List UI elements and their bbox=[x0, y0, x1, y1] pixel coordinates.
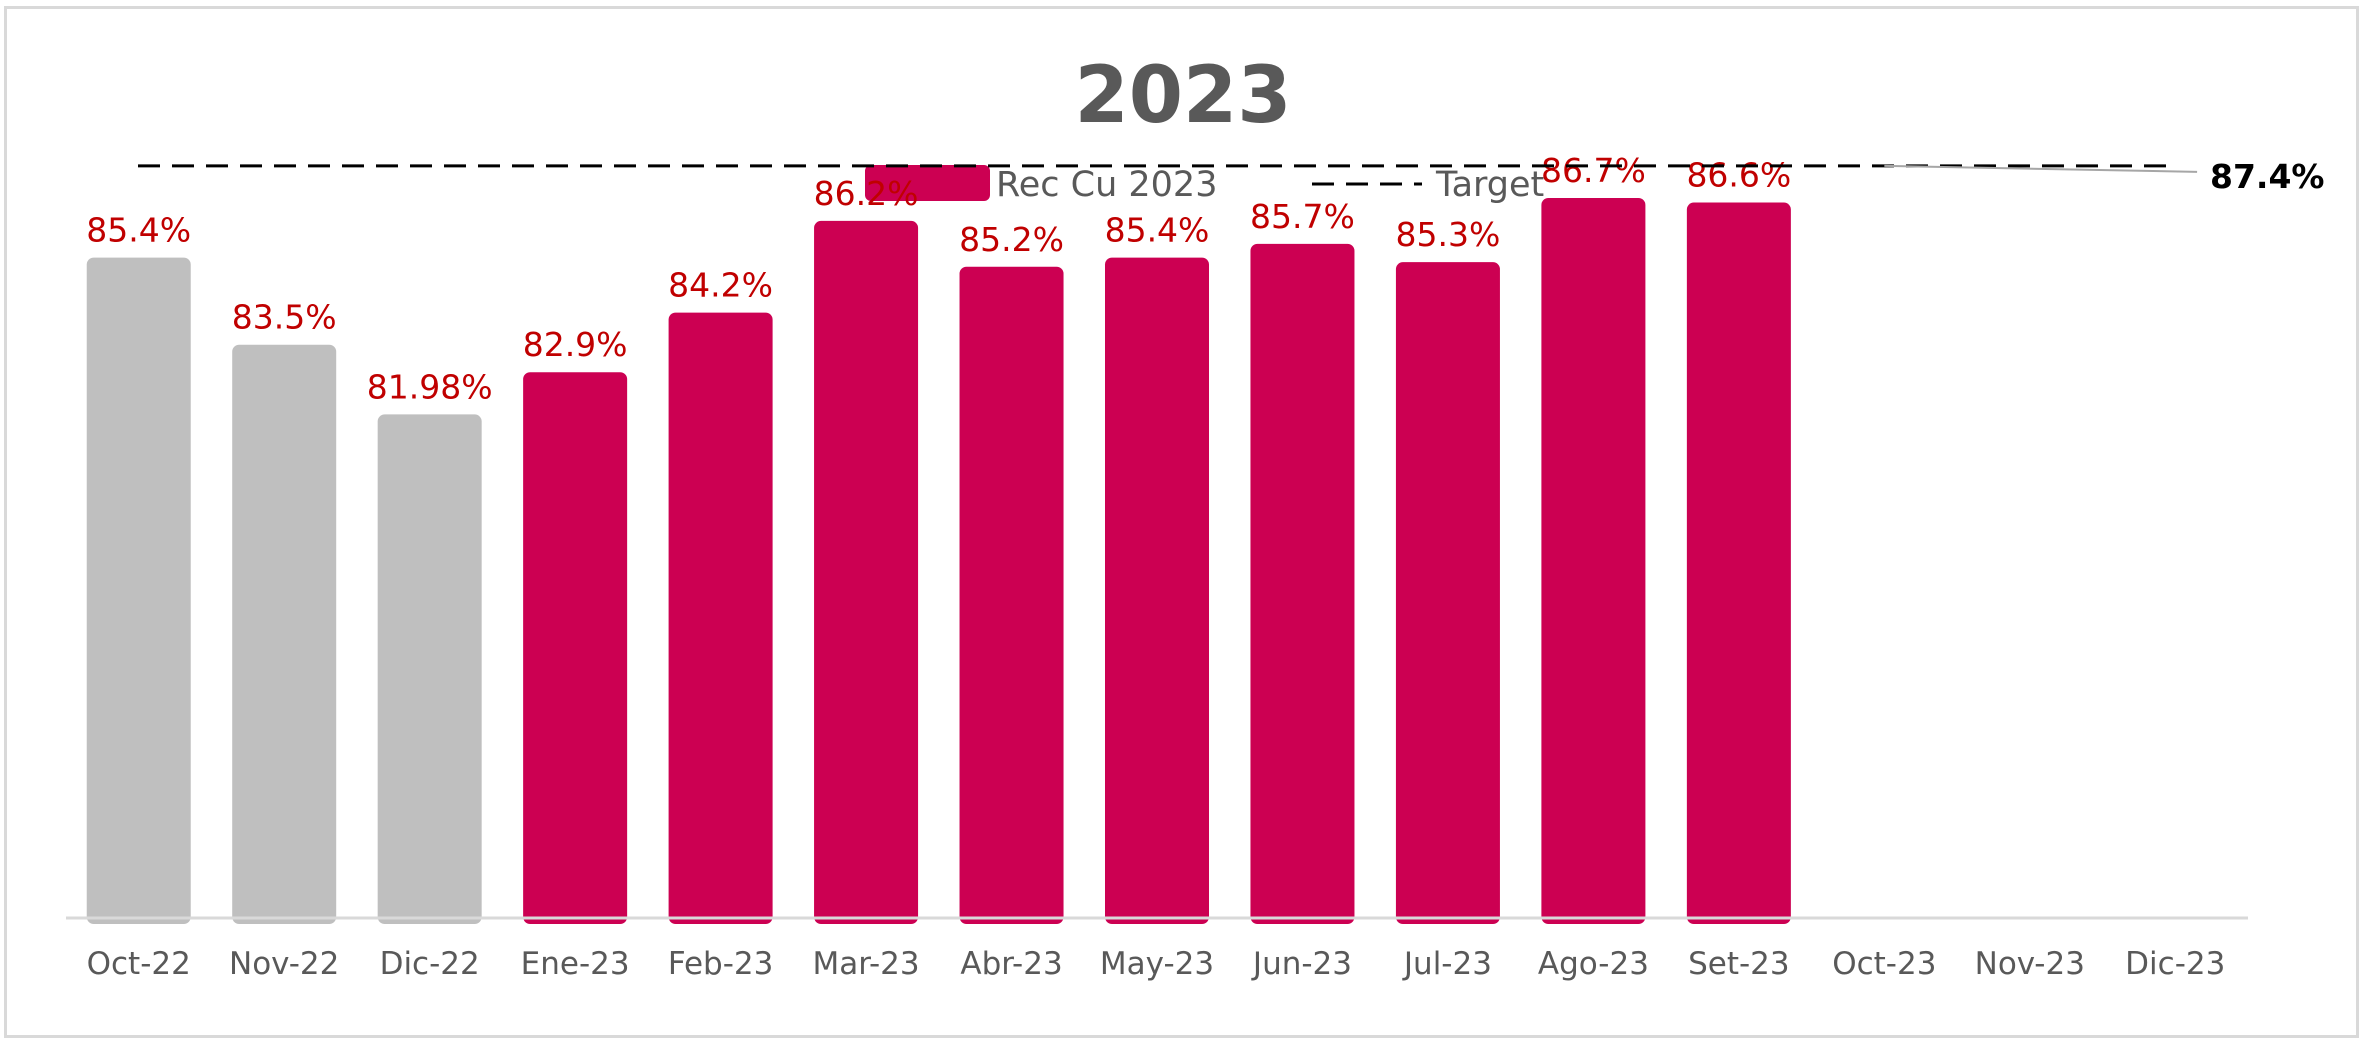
x-tick-oct-22: Oct-22 bbox=[87, 946, 191, 982]
x-tick-set-23: Set-23 bbox=[1688, 946, 1790, 982]
x-tick-jun-23: Jun-23 bbox=[1251, 946, 1352, 982]
legend-swatch-rec-cu bbox=[865, 165, 990, 201]
data-labels-layer: 85.4% 83.5% 81.98% 82.9% 84.2% 86.2% 85.2% 85.4… bbox=[86, 151, 1791, 406]
x-tick-may-23: May-23 bbox=[1100, 946, 1214, 982]
data-label-ago-23: 86.7% bbox=[1541, 151, 1646, 190]
x-tick-nov-22: Nov-22 bbox=[229, 946, 339, 982]
target-label-leader bbox=[1884, 164, 2198, 173]
target-value-label: 87.4% bbox=[2210, 157, 2325, 196]
bar-jun-23 bbox=[1250, 243, 1355, 925]
x-tick-abr-23: Abr-23 bbox=[960, 946, 1062, 982]
legend: Rec Cu 2023 Target bbox=[865, 165, 1544, 205]
bar-oct-22 bbox=[86, 257, 191, 925]
bars-layer bbox=[86, 197, 1791, 925]
data-label-jul-23: 85.3% bbox=[1396, 215, 1501, 254]
x-tick-dic-23: Dic-23 bbox=[2125, 946, 2225, 982]
x-tick-ene-23: Ene-23 bbox=[521, 946, 630, 982]
bar-ene-23 bbox=[523, 372, 628, 924]
data-label-jun-23: 85.7% bbox=[1250, 197, 1355, 236]
data-label-dic-22: 81.98% bbox=[367, 367, 493, 406]
bar-nov-22 bbox=[232, 344, 337, 925]
x-tick-nov-23: Nov-23 bbox=[1975, 946, 2085, 982]
data-label-set-23: 86.6% bbox=[1686, 156, 1791, 195]
x-tick-dic-22: Dic-22 bbox=[380, 946, 480, 982]
x-tick-labels: Oct-22 Nov-22 Dic-22 Ene-23 Feb-23 Mar-23 Abr-… bbox=[87, 946, 2226, 982]
data-label-may-23: 85.4% bbox=[1105, 211, 1210, 250]
bar-jul-23 bbox=[1395, 262, 1500, 924]
chart-title: 2023 bbox=[1074, 51, 1291, 141]
bar-dic-22 bbox=[377, 414, 482, 924]
bar-set-23 bbox=[1686, 202, 1791, 924]
data-label-nov-22: 83.5% bbox=[232, 298, 337, 337]
bar-feb-23 bbox=[668, 312, 773, 924]
legend-label-target: Target bbox=[1435, 165, 1544, 205]
data-label-feb-23: 84.2% bbox=[668, 266, 773, 305]
x-tick-jul-23: Jul-23 bbox=[1402, 946, 1492, 982]
x-tick-feb-23: Feb-23 bbox=[668, 946, 774, 982]
data-label-abr-23: 85.2% bbox=[959, 220, 1064, 259]
bar-may-23 bbox=[1104, 257, 1210, 925]
bar-ago-23 bbox=[1541, 197, 1646, 924]
legend-label-rec-cu: Rec Cu 2023 bbox=[996, 165, 1217, 205]
x-tick-ago-23: Ago-23 bbox=[1538, 946, 1649, 982]
bar-mar-23 bbox=[814, 220, 919, 924]
data-label-ene-23: 82.9% bbox=[523, 325, 628, 364]
x-tick-oct-23: Oct-23 bbox=[1832, 946, 1936, 982]
x-tick-mar-23: Mar-23 bbox=[812, 946, 919, 982]
data-label-oct-22: 85.4% bbox=[86, 211, 191, 250]
bar-abr-23 bbox=[959, 266, 1064, 924]
data-label-mar-23: 86.2% bbox=[814, 174, 919, 213]
